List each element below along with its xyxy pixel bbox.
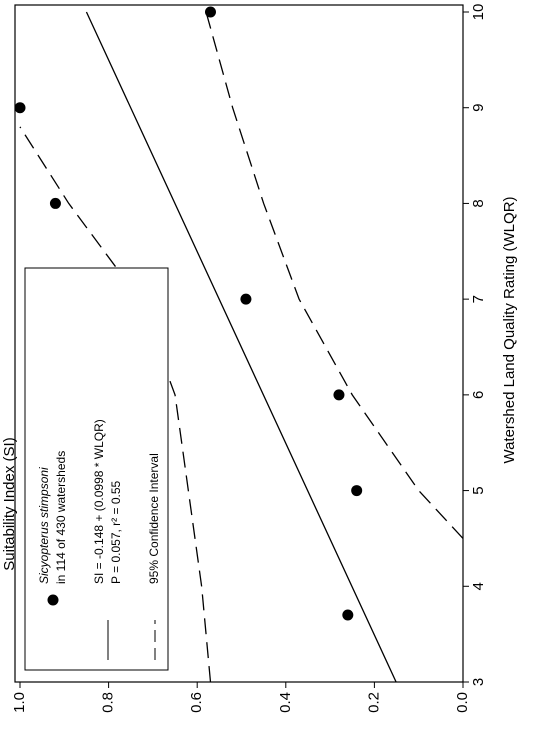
line bbox=[205, 11, 463, 539]
rotated-plot: Suitability Index (SI) Watershed Land Qu… bbox=[1, 4, 518, 713]
y-tick-label: 1.0 bbox=[11, 692, 28, 713]
x-tick-label: 6 bbox=[470, 391, 487, 399]
y-tick-label: 0.4 bbox=[277, 692, 294, 713]
y-tick-label: 0.8 bbox=[100, 692, 117, 713]
y-tick-label: 0.2 bbox=[365, 692, 382, 713]
x-tick-label: 8 bbox=[470, 199, 487, 207]
legend-label: SI = -0.148 + (0.0998 * WLQR) bbox=[92, 419, 106, 584]
legend-note: in 114 of 430 watersheds bbox=[54, 451, 68, 584]
legend-marker bbox=[47, 594, 59, 606]
x-tick-label: 5 bbox=[470, 486, 487, 494]
legend-label: Sicyopterus stimpsoni bbox=[37, 467, 51, 584]
point bbox=[351, 485, 363, 497]
x-axis-title: Watershed Land Quality Rating (WLQR) bbox=[501, 196, 518, 463]
x-tick-label: 10 bbox=[470, 4, 487, 21]
line bbox=[19, 126, 212, 682]
legend-note: P = 0.057, r² = 0.55 bbox=[109, 480, 123, 584]
point bbox=[14, 102, 26, 114]
legend-label: 95% Confidence Interval bbox=[147, 453, 161, 584]
line bbox=[85, 11, 397, 682]
plot-frame bbox=[14, 4, 464, 683]
y-axis-title: Suitability Index (SI) bbox=[1, 437, 18, 570]
y-tick-label: 0.6 bbox=[188, 692, 205, 713]
point bbox=[342, 609, 354, 621]
x-tick-label: 4 bbox=[470, 582, 487, 590]
point bbox=[240, 293, 252, 305]
x-tick-label: 9 bbox=[470, 104, 487, 112]
legend-box bbox=[24, 267, 169, 671]
point bbox=[333, 389, 345, 401]
point bbox=[204, 6, 216, 18]
x-tick-label: 7 bbox=[470, 295, 487, 303]
point bbox=[49, 197, 61, 209]
x-tick-label: 3 bbox=[470, 678, 487, 686]
y-tick-label: 0.0 bbox=[454, 692, 471, 713]
